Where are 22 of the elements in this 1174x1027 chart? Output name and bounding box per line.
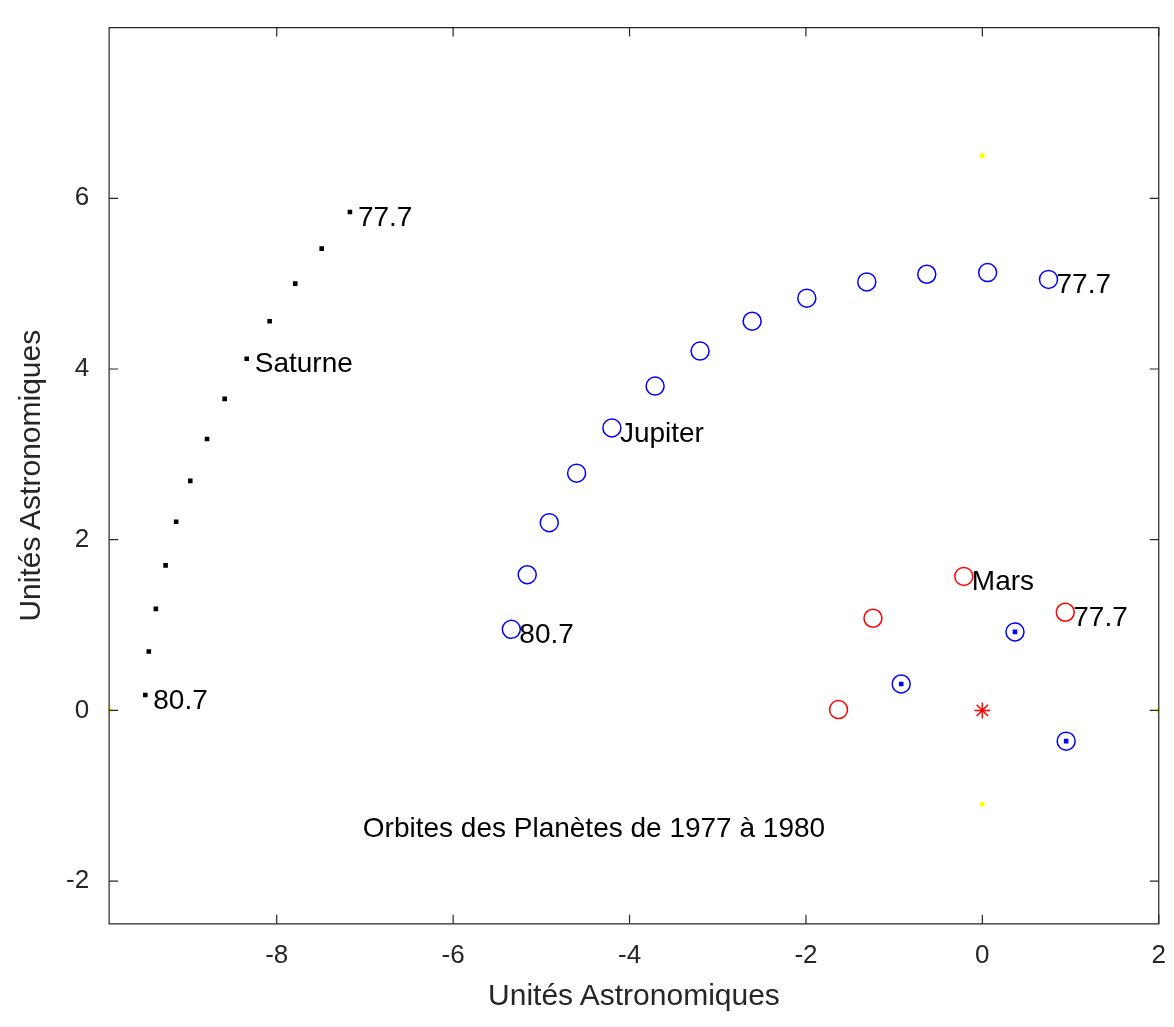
x-tick-label: 0 xyxy=(975,938,990,969)
annotation: Jupiter xyxy=(619,416,704,448)
annotation: Saturne xyxy=(254,347,353,379)
x-tick-label: -8 xyxy=(265,938,289,969)
y-axis-title: Unités Astronomiques xyxy=(13,329,47,622)
x-tick-label: -2 xyxy=(794,938,818,969)
annotation: 80.7 xyxy=(519,618,574,650)
annotation: 77.7 xyxy=(1073,600,1128,632)
annotation: 77.7 xyxy=(357,200,413,232)
y-tick-label: 6 xyxy=(74,181,90,212)
y-tick-label: -2 xyxy=(65,864,90,895)
x-tick-label: -4 xyxy=(617,938,642,969)
y-tick-label: 0 xyxy=(74,693,90,724)
annotation: 77.7 xyxy=(1056,268,1112,300)
x-tick-label: -6 xyxy=(441,938,465,969)
annotation: Mars xyxy=(971,565,1035,597)
annotation: Orbites des Planètes de 1977 à 1980 xyxy=(362,812,826,844)
x-tick-label: 2 xyxy=(1151,938,1166,969)
x-axis-title: Unités Astronomiques xyxy=(488,978,780,1012)
y-tick-label: 2 xyxy=(74,522,90,553)
y-tick-label: 4 xyxy=(74,352,90,383)
annotation: 80.7 xyxy=(153,683,208,715)
